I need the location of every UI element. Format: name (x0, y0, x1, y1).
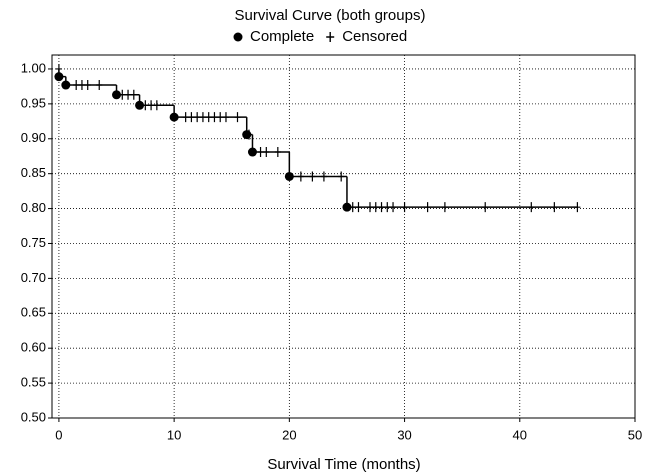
event-point (342, 202, 352, 212)
y-tick-label: 0.55 (21, 375, 46, 390)
censored-point (551, 202, 558, 213)
censored-point (142, 100, 149, 111)
event-point (54, 72, 64, 82)
censored-point (349, 202, 356, 213)
x-tick-label: 0 (55, 427, 62, 442)
event-point (284, 171, 294, 181)
legend-marker (233, 32, 243, 42)
censored-point (297, 171, 304, 182)
censored-point (153, 100, 160, 111)
censored-point (441, 202, 448, 213)
censored-point (320, 171, 327, 182)
censored-point (355, 202, 362, 213)
censored-point (257, 147, 264, 158)
censored-point (148, 100, 155, 111)
x-tick-label: 30 (397, 427, 411, 442)
censored-point (367, 202, 373, 213)
x-tick-label: 20 (282, 427, 296, 442)
censored-point (130, 89, 137, 100)
censored-point (246, 129, 253, 140)
legend-marker (326, 32, 335, 42)
event-point (112, 90, 122, 100)
event-point (135, 100, 145, 110)
y-tick-label: 0.75 (21, 235, 46, 250)
censored-point (211, 112, 218, 123)
censored-point (96, 80, 103, 91)
y-tick-label: 0.90 (21, 130, 46, 145)
censored-point (234, 112, 241, 123)
censored-point (384, 202, 391, 213)
x-tick-label: 50 (628, 427, 642, 442)
censored-point (263, 147, 270, 158)
censored-point (338, 171, 345, 182)
censored-point (78, 80, 85, 91)
censored-point (482, 202, 489, 213)
legend-label: Complete (250, 28, 314, 45)
censored-point (73, 80, 80, 91)
censored-point (390, 202, 397, 213)
y-tick-label: 0.85 (21, 165, 46, 180)
x-axis-label: Survival Time (months) (267, 456, 420, 473)
censored-point (188, 112, 195, 123)
censored-point (194, 112, 201, 123)
censored-point (372, 202, 379, 213)
censored-point (401, 202, 408, 213)
censored-point (424, 202, 431, 213)
y-tick-label: 0.95 (21, 95, 46, 110)
chart-title: Survival Curve (both groups) (235, 7, 426, 24)
censored-point (222, 112, 229, 123)
censored-point (55, 63, 62, 74)
y-tick-label: 0.70 (21, 270, 46, 285)
censored-point (199, 112, 206, 123)
event-point (61, 80, 71, 90)
censored-point (125, 89, 132, 100)
x-tick-label: 10 (167, 427, 181, 442)
y-tick-label: 0.50 (21, 409, 46, 424)
censored-point (182, 112, 189, 123)
y-tick-label: 0.80 (21, 200, 46, 215)
x-tick-label: 40 (513, 427, 527, 442)
censored-point (528, 202, 535, 213)
legend-label: Censored (342, 28, 407, 45)
censored-point (274, 147, 281, 158)
y-tick-label: 0.65 (21, 305, 46, 320)
censored-point (119, 89, 126, 100)
censored-point (217, 112, 224, 123)
censored-point (205, 112, 212, 123)
event-point (169, 112, 179, 122)
censored-point (574, 202, 581, 213)
y-tick-label: 0.60 (21, 340, 46, 355)
event-point (247, 147, 257, 157)
censored-point (309, 171, 316, 182)
censored-point (84, 80, 91, 91)
censored-point (378, 202, 385, 213)
y-tick-label: 1.00 (21, 60, 46, 75)
